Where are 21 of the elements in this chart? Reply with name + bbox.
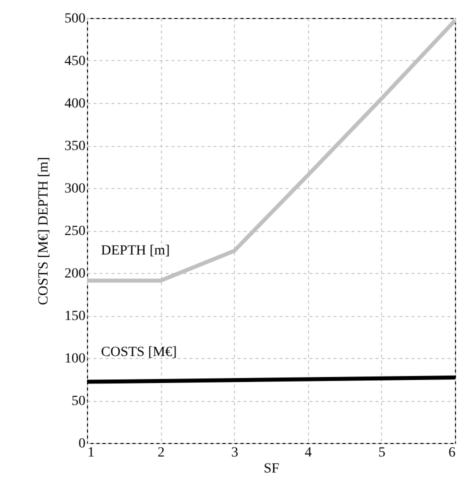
y-tick-label: 500 — [64, 12, 86, 26]
y-tick-label: 450 — [64, 54, 86, 69]
y-tick-label: 350 — [64, 139, 86, 154]
x-tick-label: 1 — [88, 446, 94, 460]
y-tick-label: 0 — [78, 436, 86, 452]
series-label: COSTS [M€] — [101, 344, 177, 360]
series-label: DEPTH [m] — [101, 244, 170, 259]
y-tick-label: 100 — [64, 352, 86, 366]
x-axis-title: SF — [264, 462, 280, 476]
y-tick-label: 250 — [64, 224, 86, 239]
y-tick-label: 50 — [72, 394, 86, 409]
y-tick-label: 400 — [64, 96, 86, 112]
y-tick-label: 300 — [64, 182, 86, 196]
x-tick-label: 3 — [231, 446, 238, 460]
y-tick-label: 150 — [64, 309, 86, 324]
y-axis-title: COSTS [M€] DEPTH [m] — [36, 156, 52, 306]
x-tick-label: 6 — [448, 446, 456, 460]
x-tick-label: 2 — [158, 446, 165, 460]
x-tick-label: 4 — [304, 446, 312, 460]
y-tick-label: 200 — [64, 266, 86, 282]
x-tick-label: 5 — [378, 446, 386, 460]
